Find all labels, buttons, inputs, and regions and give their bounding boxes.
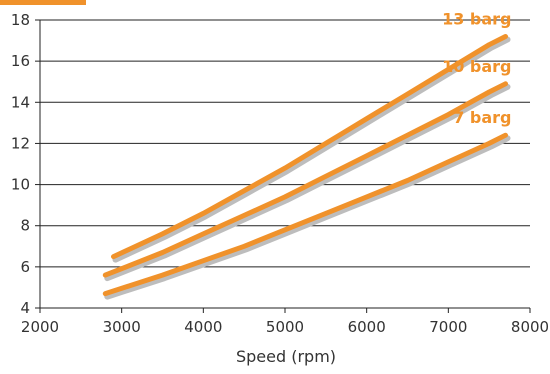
x-tick-label: 8000: [511, 318, 549, 336]
x-tick-label: 2000: [21, 318, 59, 336]
x-tick-label: 7000: [429, 318, 467, 336]
series-labels: 13 barg 10 barg 7 barg: [442, 9, 511, 127]
axes: [35, 19, 531, 313]
chart-accent-tab: [0, 0, 86, 5]
y-tick-label: 16: [11, 52, 30, 70]
series-shadow-0: [112, 36, 511, 263]
x-tick-label: 3000: [103, 318, 141, 336]
y-tick-labels: 4 6 8 10 12 14 16 18: [11, 11, 30, 317]
gridlines: [40, 19, 530, 268]
y-tick-label: 18: [11, 11, 30, 29]
x-tick-label: 6000: [348, 318, 386, 336]
y-tick-label: 14: [11, 93, 30, 111]
x-tick-labels: 2000 3000 4000 5000 6000 7000 8000: [21, 318, 549, 336]
series-line-2: [102, 132, 508, 297]
series-shadow-2: [104, 135, 511, 300]
series-label: 7 barg: [453, 108, 511, 127]
series-shadow-1: [104, 83, 511, 282]
series-line-0: [111, 34, 508, 260]
y-tick-label: 4: [20, 299, 30, 317]
y-tick-label: 12: [11, 134, 30, 152]
x-axis-title: Speed (rpm): [236, 347, 336, 366]
y-tick-label: 6: [20, 258, 30, 276]
series-label: 13 barg: [442, 9, 511, 28]
y-tick-label: 10: [11, 176, 30, 194]
x-tick-label: 5000: [266, 318, 304, 336]
x-tick-label: 4000: [184, 318, 222, 336]
y-tick-label: 8: [20, 217, 30, 235]
series-line-1: [102, 81, 508, 278]
series-lines: [102, 34, 511, 300]
series-label: 10 barg: [442, 57, 511, 76]
